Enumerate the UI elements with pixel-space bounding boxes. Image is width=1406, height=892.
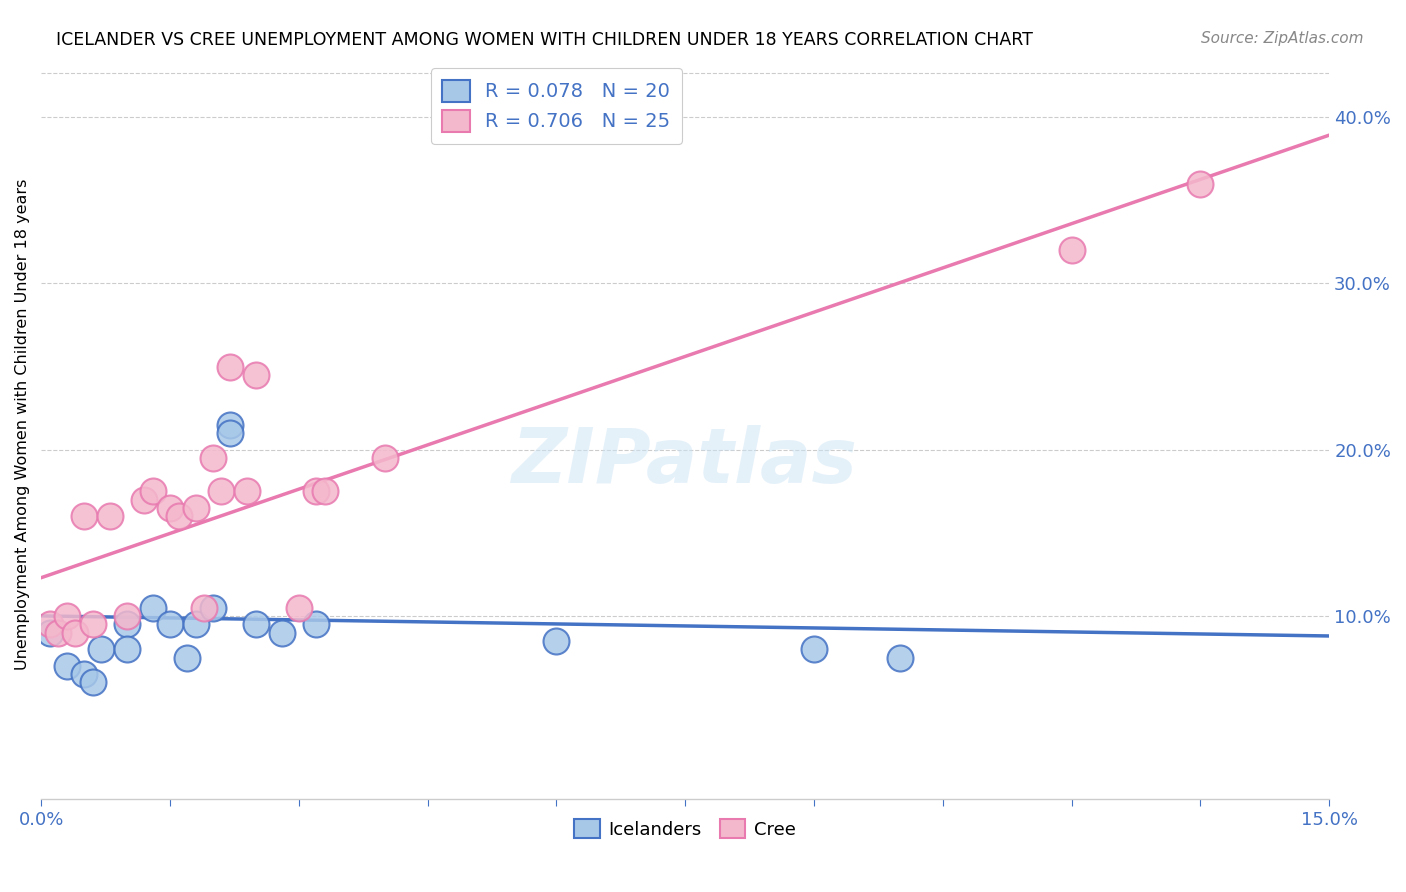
Point — [219, 417, 242, 432]
Point — [305, 484, 328, 499]
Point — [134, 492, 156, 507]
Point — [270, 625, 292, 640]
Point — [236, 484, 259, 499]
Point — [82, 617, 104, 632]
Point — [46, 625, 69, 640]
Point — [201, 450, 224, 465]
Point — [159, 500, 181, 515]
Text: ICELANDER VS CREE UNEMPLOYMENT AMONG WOMEN WITH CHILDREN UNDER 18 YEARS CORRELAT: ICELANDER VS CREE UNEMPLOYMENT AMONG WOM… — [56, 31, 1033, 49]
Point — [115, 609, 138, 624]
Point — [73, 509, 96, 524]
Point — [1060, 243, 1083, 257]
Point — [201, 600, 224, 615]
Point — [184, 500, 207, 515]
Text: ZIPatlas: ZIPatlas — [512, 425, 858, 500]
Point — [219, 426, 242, 441]
Point — [305, 617, 328, 632]
Point — [56, 658, 79, 673]
Text: Source: ZipAtlas.com: Source: ZipAtlas.com — [1201, 31, 1364, 46]
Point — [245, 368, 267, 382]
Point — [73, 667, 96, 681]
Point — [287, 600, 309, 615]
Point — [65, 625, 87, 640]
Y-axis label: Unemployment Among Women with Children Under 18 years: Unemployment Among Women with Children U… — [15, 179, 30, 671]
Point — [98, 509, 121, 524]
Point — [374, 450, 396, 465]
Point — [115, 642, 138, 657]
Legend: Icelanders, Cree: Icelanders, Cree — [567, 812, 803, 846]
Point — [219, 359, 242, 374]
Point — [314, 484, 336, 499]
Point — [176, 650, 198, 665]
Point — [1189, 177, 1212, 191]
Point — [211, 484, 233, 499]
Point — [142, 484, 165, 499]
Point — [82, 675, 104, 690]
Point — [38, 625, 60, 640]
Point — [167, 509, 190, 524]
Point — [159, 617, 181, 632]
Point — [38, 617, 60, 632]
Point — [803, 642, 825, 657]
Point — [142, 600, 165, 615]
Point — [546, 633, 568, 648]
Point — [889, 650, 911, 665]
Point — [115, 617, 138, 632]
Point — [245, 617, 267, 632]
Point — [56, 609, 79, 624]
Point — [184, 617, 207, 632]
Point — [90, 642, 112, 657]
Point — [193, 600, 215, 615]
